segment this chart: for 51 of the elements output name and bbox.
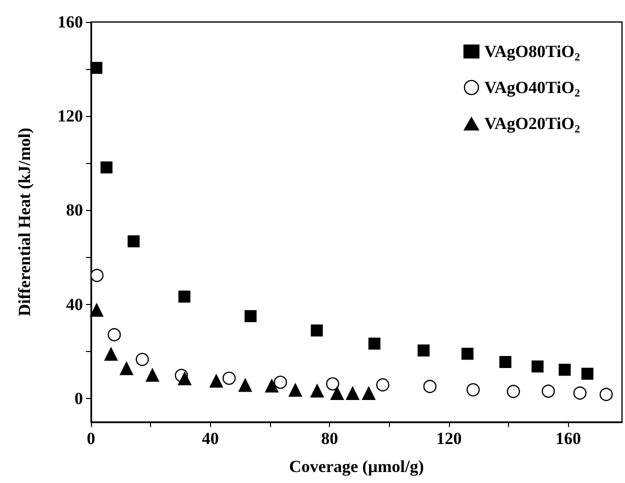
y-tick-label: 40 bbox=[66, 294, 83, 314]
point bbox=[368, 338, 380, 350]
point bbox=[128, 235, 140, 248]
point bbox=[209, 374, 224, 388]
point bbox=[108, 328, 121, 342]
point bbox=[310, 383, 324, 398]
point bbox=[326, 377, 340, 390]
point bbox=[376, 378, 390, 392]
x-tick-label: 0 bbox=[86, 429, 96, 448]
point bbox=[244, 310, 257, 322]
point bbox=[120, 361, 134, 376]
point bbox=[418, 344, 430, 356]
x-tick-label: 160 bbox=[556, 429, 582, 448]
x-tick-label: 40 bbox=[202, 429, 219, 448]
point bbox=[461, 348, 474, 360]
point bbox=[423, 380, 436, 394]
x-tick-label: 80 bbox=[321, 429, 338, 448]
point bbox=[178, 371, 192, 386]
point bbox=[136, 352, 149, 366]
point bbox=[558, 364, 571, 376]
point bbox=[90, 62, 102, 74]
point bbox=[581, 368, 594, 380]
point bbox=[466, 383, 480, 396]
point bbox=[573, 386, 587, 400]
y-tick-label: 80 bbox=[66, 200, 83, 220]
y-tick-label: 0 bbox=[74, 388, 83, 408]
point bbox=[330, 386, 344, 400]
point bbox=[346, 386, 360, 400]
point bbox=[506, 384, 520, 398]
point bbox=[264, 378, 279, 393]
point bbox=[238, 378, 252, 392]
point bbox=[310, 324, 323, 336]
point bbox=[178, 290, 190, 303]
point bbox=[532, 360, 544, 372]
point bbox=[288, 382, 302, 397]
point bbox=[499, 356, 512, 368]
point bbox=[600, 388, 613, 402]
y-tick-label: 120 bbox=[58, 106, 83, 126]
point bbox=[274, 376, 288, 389]
point bbox=[222, 372, 236, 385]
y-tick-label: 160 bbox=[58, 12, 83, 32]
point bbox=[90, 302, 104, 317]
point bbox=[542, 384, 555, 398]
x-tick-label: 120 bbox=[436, 429, 462, 448]
point bbox=[145, 368, 160, 382]
point bbox=[362, 386, 376, 400]
point bbox=[100, 161, 113, 174]
point bbox=[104, 346, 118, 361]
x-axis-title: Coverage (μmol/g) bbox=[289, 457, 424, 476]
point bbox=[90, 268, 104, 282]
y-axis-title: Differential Heat (kJ/mol) bbox=[15, 128, 34, 316]
